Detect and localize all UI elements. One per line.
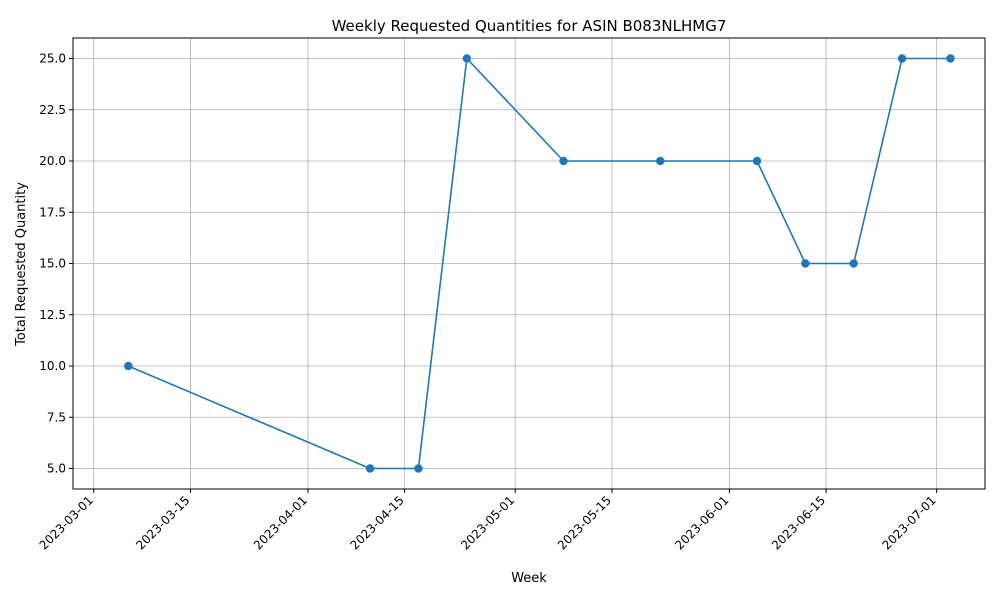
data-point xyxy=(849,259,858,268)
x-tick-label: 2023-07-01 xyxy=(880,493,939,552)
data-point xyxy=(752,156,762,166)
data-point xyxy=(897,54,907,63)
y-tick-label: 17.5 xyxy=(39,205,66,219)
y-tick-label: 12.5 xyxy=(39,308,66,322)
data-point xyxy=(656,156,665,166)
data-point xyxy=(414,464,423,473)
data-point xyxy=(365,464,375,473)
x-axis-title: Week xyxy=(511,571,547,586)
y-tick-label: 15.0 xyxy=(39,257,66,271)
data-markers xyxy=(124,54,955,473)
x-tick-label: 2023-04-01 xyxy=(251,493,310,552)
y-tick-label: 5.0 xyxy=(47,462,66,476)
x-tick-label: 2023-04-15 xyxy=(348,493,407,552)
x-tick-label: 2023-06-15 xyxy=(769,493,828,552)
x-tick-label: 2023-06-01 xyxy=(672,493,731,552)
y-tick-label: 22.5 xyxy=(39,103,66,117)
x-axis-ticks: 2023-03-01 2023-03-15 2023-04-01 2023-04-15… xyxy=(37,489,939,552)
grid-lines xyxy=(73,38,985,489)
y-axis-title: Total Requested Quantity xyxy=(14,182,29,347)
data-point xyxy=(559,156,568,166)
data-point xyxy=(124,361,133,371)
x-tick-label: 2023-03-15 xyxy=(133,493,192,552)
chart-title: Weekly Requested Quantities for ASIN B08… xyxy=(332,17,727,35)
y-tick-label: 7.5 xyxy=(47,410,66,424)
data-point xyxy=(801,259,810,268)
x-tick-label: 2023-05-15 xyxy=(555,493,614,552)
y-tick-label: 25.0 xyxy=(39,52,66,66)
y-axis-ticks: 5.0 7.5 10.0 12.5 15.0 17.5 20.0 22.5 25.0 xyxy=(39,52,73,476)
data-point xyxy=(946,54,955,63)
x-tick-label: 2023-05-01 xyxy=(458,493,517,552)
y-tick-label: 10.0 xyxy=(39,359,66,373)
data-point xyxy=(462,54,472,63)
y-tick-label: 20.0 xyxy=(39,154,66,168)
x-tick-label: 2023-03-01 xyxy=(37,493,96,552)
